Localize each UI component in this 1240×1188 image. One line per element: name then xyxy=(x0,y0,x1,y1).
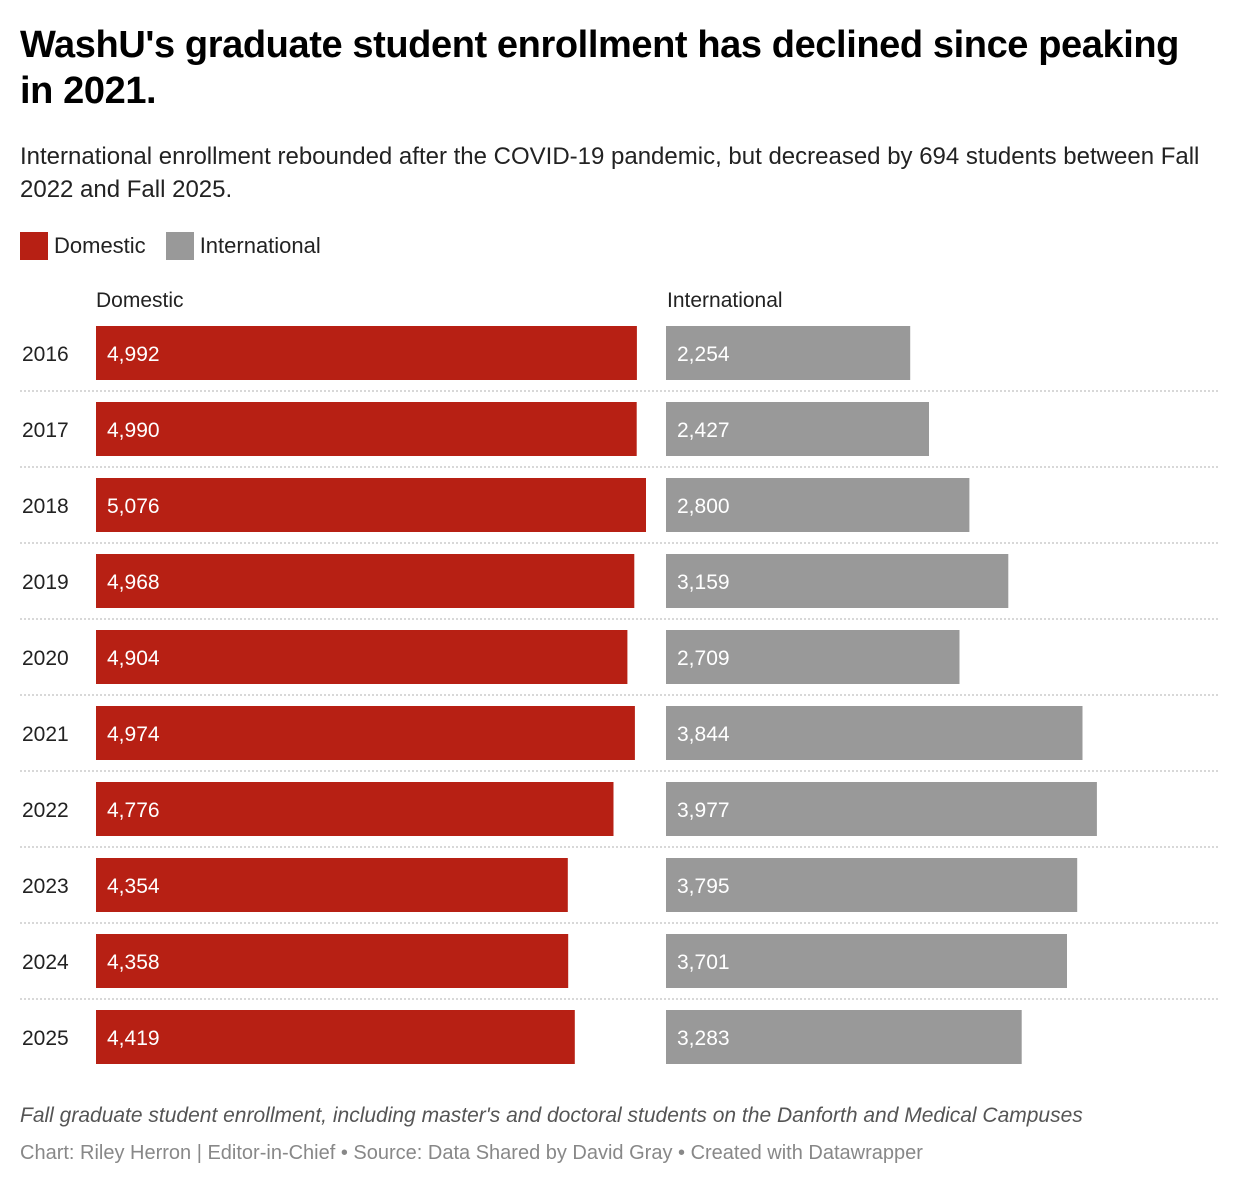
data-label-domestic-2024: 4,358 xyxy=(107,951,160,974)
category-label-2025: 2025 xyxy=(22,1027,69,1050)
bar-international-2018 xyxy=(666,478,970,532)
bar-international-2024 xyxy=(666,934,1067,988)
data-label-international-2022: 3,977 xyxy=(677,799,730,822)
data-label-domestic-2020: 4,904 xyxy=(107,647,160,670)
data-label-domestic-2023: 4,354 xyxy=(107,875,160,898)
data-label-domestic-2025: 4,419 xyxy=(107,1027,160,1050)
bar-domestic-2020 xyxy=(96,630,628,684)
data-label-international-2023: 3,795 xyxy=(677,875,730,898)
bar-domestic-2023 xyxy=(96,858,568,912)
bar-domestic-2017 xyxy=(96,402,637,456)
bar-international-2016 xyxy=(666,326,911,380)
chart-notes: Fall graduate student enrollment, includ… xyxy=(20,1104,1083,1127)
bar-domestic-2019 xyxy=(96,554,635,608)
data-label-international-2019: 3,159 xyxy=(677,571,730,594)
bar-chart: 2016 4,992 2,254 2017 4,990 2,427 2018 5,076 2,8… xyxy=(20,326,1218,1064)
bar-domestic-2018 xyxy=(96,478,646,532)
data-label-international-2025: 3,283 xyxy=(677,1027,730,1050)
category-label-2022: 2022 xyxy=(22,799,69,822)
bar-domestic-2024 xyxy=(96,934,569,988)
bar-international-2017 xyxy=(666,402,929,456)
bar-international-2021 xyxy=(666,706,1083,760)
legend-item-domestic: Domestic xyxy=(20,232,146,260)
legend-swatch-international xyxy=(165,232,194,260)
chart-credits: Chart: Riley Herron | Editor-in-Chief • … xyxy=(20,1142,923,1164)
column-header-international: International xyxy=(667,289,783,312)
bar-domestic-2016 xyxy=(96,326,637,380)
data-label-international-2020: 2,709 xyxy=(677,647,730,670)
data-label-international-2018: 2,800 xyxy=(677,495,730,518)
category-label-2021: 2021 xyxy=(22,723,69,746)
column-header-domestic: Domestic xyxy=(96,289,184,312)
bar-international-2023 xyxy=(666,858,1078,912)
legend-swatch-domestic xyxy=(20,232,48,260)
data-label-domestic-2019: 4,968 xyxy=(107,571,160,594)
category-label-2018: 2018 xyxy=(22,495,69,518)
bar-international-2019 xyxy=(666,554,1009,608)
data-label-domestic-2022: 4,776 xyxy=(107,799,160,822)
category-label-2017: 2017 xyxy=(22,419,69,442)
chart-title: WashU's graduate student enrollment has … xyxy=(20,24,1179,112)
data-label-domestic-2021: 4,974 xyxy=(107,723,160,746)
category-label-2023: 2023 xyxy=(22,875,69,898)
bar-international-2020 xyxy=(666,630,960,684)
bar-domestic-2025 xyxy=(96,1010,575,1064)
data-label-domestic-2018: 5,076 xyxy=(107,495,160,518)
category-label-2020: 2020 xyxy=(22,647,69,670)
data-label-international-2021: 3,844 xyxy=(677,723,730,746)
bar-domestic-2022 xyxy=(96,782,614,836)
bar-international-2022 xyxy=(666,782,1097,836)
legend-item-international: International xyxy=(165,232,321,260)
category-label-2019: 2019 xyxy=(22,571,69,594)
bar-international-2025 xyxy=(666,1010,1022,1064)
category-label-2024: 2024 xyxy=(22,951,69,974)
legend-label-international: International xyxy=(199,233,321,258)
bar-domestic-2021 xyxy=(96,706,635,760)
data-label-international-2016: 2,254 xyxy=(677,343,730,366)
legend-label-domestic: Domestic xyxy=(54,233,146,258)
category-label-2016: 2016 xyxy=(22,343,69,366)
legend: Domestic International xyxy=(20,232,341,260)
data-label-international-2024: 3,701 xyxy=(677,951,730,974)
chart-subtitle: International enrollment rebounded after… xyxy=(20,143,1200,203)
data-label-domestic-2016: 4,992 xyxy=(107,343,160,366)
data-label-domestic-2017: 4,990 xyxy=(107,419,160,442)
data-label-international-2017: 2,427 xyxy=(677,419,730,442)
